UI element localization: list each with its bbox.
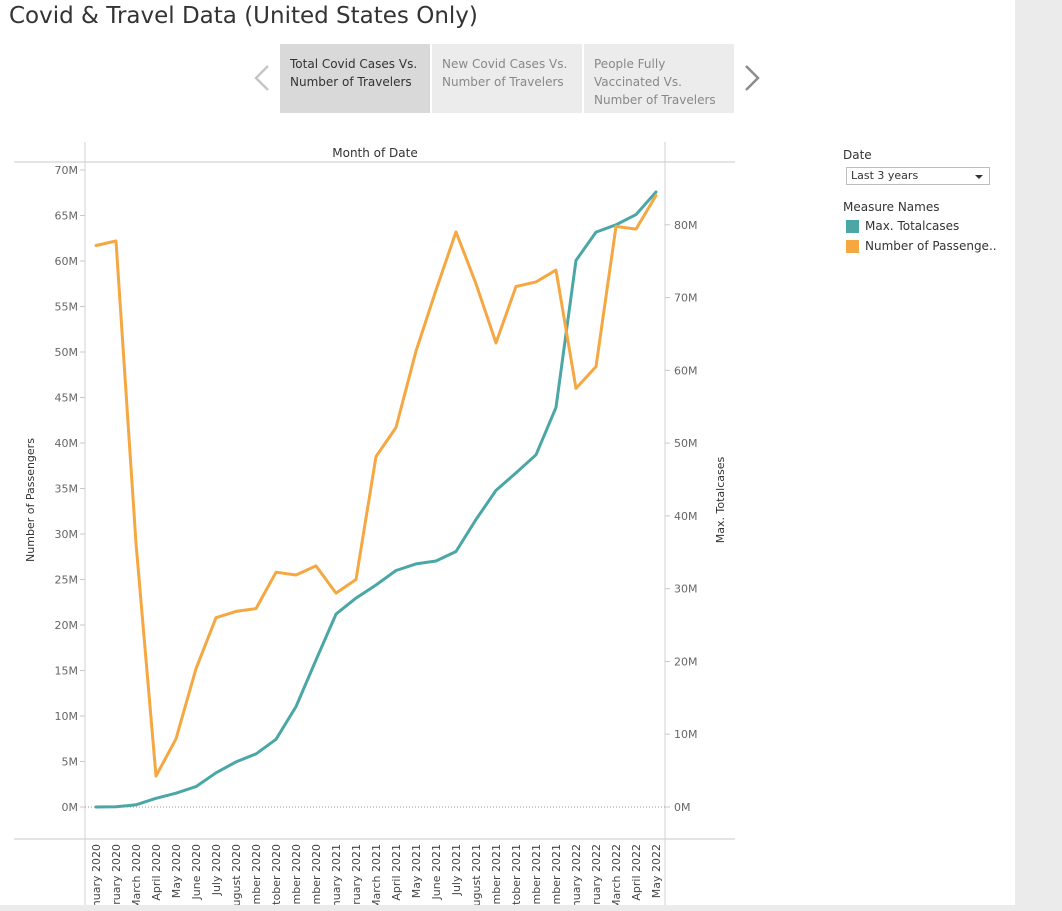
x-tick-label: March 2021: [370, 844, 383, 909]
right-tick-label: 60M: [674, 364, 698, 377]
x-tick-label: tober 2021: [510, 844, 523, 905]
right-y-axis: 0M 10M 20M 30M 40M 50M 60M 70M 80M: [665, 219, 698, 814]
left-y-axis-title: Number of Passengers: [24, 438, 37, 562]
x-tick-label: ugust 2021: [470, 844, 483, 906]
x-tick-label: April 2021: [390, 844, 403, 901]
right-tick-label: 30M: [674, 583, 698, 596]
left-tick-label: 60M: [55, 255, 79, 268]
chart-frame: [14, 142, 735, 905]
date-filter-value: Last 3 years: [851, 169, 919, 182]
x-tick-label: May 2022: [650, 844, 663, 898]
right-gutter: [1015, 0, 1062, 911]
line-chart: 0M 5M 10M 15M 20M 25M 30M 35M 40M 45M 50M 55M 60M 65M…: [14, 142, 735, 911]
x-tick-label: ember 2020: [310, 844, 323, 911]
legend-label: Number of Passenge..: [865, 239, 997, 253]
right-tick-label: 50M: [674, 437, 698, 450]
x-tick-label: June 2020: [190, 844, 203, 900]
left-tick-label: 0M: [62, 801, 79, 814]
x-tick-label: nuary 2021: [330, 844, 343, 907]
left-tick-label: 55M: [55, 301, 79, 314]
previous-story-arrow-icon[interactable]: [250, 58, 276, 98]
left-tick-label: 30M: [55, 528, 79, 541]
x-tick-label: April 2020: [150, 844, 163, 901]
left-tick-label: 70M: [55, 164, 79, 177]
x-tick-label: ember 2021: [530, 844, 543, 911]
x-tick-label: July 2020: [210, 844, 223, 896]
story-tab-new-cases[interactable]: New Covid Cases Vs. Number of Travelers: [432, 44, 582, 113]
x-tick-label: ember 2020: [250, 844, 263, 911]
series-line-totalcases: [94, 190, 658, 809]
left-tick-label: 40M: [55, 437, 79, 450]
x-tick-label: July 2021: [450, 844, 463, 896]
x-tick-label: June 2021: [430, 844, 443, 900]
legend-swatch-orange: [846, 240, 859, 253]
series-line-passengers: [94, 194, 658, 778]
left-tick-label: 25M: [55, 574, 79, 587]
x-tick-label: ember 2021: [490, 844, 503, 911]
bottom-gutter: [0, 905, 1062, 911]
next-story-arrow-icon[interactable]: [738, 58, 764, 98]
x-tick-label: bruary 2021: [350, 844, 363, 911]
x-tick-label: April 2022: [630, 844, 643, 901]
right-tick-label: 40M: [674, 510, 698, 523]
measure-names-title: Measure Names: [843, 200, 940, 214]
series-layer: [94, 190, 658, 809]
x-tick-label: bruary 2022: [590, 844, 603, 911]
left-tick-label: 5M: [62, 756, 79, 769]
left-tick-label: 20M: [55, 619, 79, 632]
right-tick-label: 80M: [674, 219, 698, 232]
x-tick-label: March 2020: [130, 844, 143, 909]
x-tick-label: bruary 2020: [110, 844, 123, 911]
legend-label: Max. Totalcases: [865, 219, 960, 233]
x-tick-label: March 2022: [610, 844, 623, 909]
x-tick-label: nuary 2022: [570, 844, 583, 907]
x-tick-label: ember 2021: [550, 844, 563, 911]
date-filter-title: Date: [843, 148, 872, 162]
left-y-axis: 0M 5M 10M 15M 20M 25M 30M 35M 40M 45M 50M 55M 60M 65M…: [55, 164, 85, 814]
x-tick-label: nuary 2020: [90, 844, 103, 907]
x-tick-label: ugust 2020: [230, 844, 243, 906]
right-y-axis-title: Max. Totalcases: [714, 457, 727, 544]
x-tick-label: May 2020: [170, 844, 183, 898]
x-tick-label: ember 2020: [290, 844, 303, 911]
left-tick-label: 10M: [55, 710, 79, 723]
x-tick-label: tober 2020: [270, 844, 283, 905]
date-filter-dropdown[interactable]: Last 3 years: [846, 167, 990, 185]
right-tick-label: 70M: [674, 292, 698, 305]
chevron-down-icon: [975, 175, 983, 179]
x-tick-label: May 2021: [410, 844, 423, 898]
left-tick-label: 35M: [55, 483, 79, 496]
x-axis-title: Month of Date: [332, 146, 418, 160]
left-tick-label: 45M: [55, 392, 79, 405]
story-tab-vaccinated[interactable]: People Fully Vaccinated Vs. Number of Tr…: [584, 44, 734, 113]
story-tab-total-cases[interactable]: Total Covid Cases Vs. Number of Traveler…: [280, 44, 430, 113]
right-tick-label: 20M: [674, 655, 698, 668]
left-tick-label: 50M: [55, 346, 79, 359]
left-tick-label: 15M: [55, 665, 79, 678]
legend-swatch-teal: [846, 220, 859, 233]
dashboard-title: Covid & Travel Data (United States Only): [9, 3, 478, 29]
right-tick-label: 0M: [674, 801, 691, 814]
left-tick-label: 65M: [55, 210, 79, 223]
x-axis: nuary 2020 bruary 2020 March 2020 April 202…: [90, 844, 663, 911]
right-tick-label: 10M: [674, 728, 698, 741]
